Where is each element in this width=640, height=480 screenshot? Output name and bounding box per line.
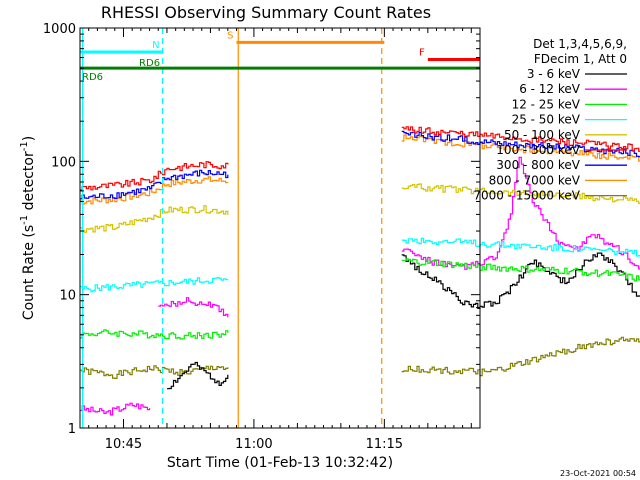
flag-label-f: F (419, 48, 425, 59)
series-25-50-kev-segment (80, 277, 229, 293)
chart-title: RHESSI Observing Summary Count Rates (101, 3, 431, 22)
y-axis: 1 10 100 1000 (43, 22, 480, 437)
series-100-300-kev-segment (80, 161, 229, 191)
series-25-50-kev (80, 237, 640, 293)
series-50-100-kev-segment (401, 183, 640, 204)
flag-layer: N S F RD6 RD6 (80, 30, 480, 83)
legend-label-800-7000-kev: 800 - 7000 keV (489, 173, 581, 187)
legend-label-100-300-kev: 100 - 300 keV (496, 143, 580, 157)
series-6-12-kev (80, 156, 640, 416)
series-12-25-kev-segment (80, 329, 229, 340)
y-axis-label-rest: detector (21, 151, 37, 215)
series-7000-15000-kev (80, 336, 640, 379)
legend: Det 1,3,4,5,6,9, FDecim 1, Att 0 3 - 6 k… (473, 37, 627, 203)
series-6-12-kev-segment (158, 297, 229, 318)
series-3-6-kev-segment (401, 252, 640, 309)
flag-label-rd6: RD6 (82, 72, 103, 83)
series-50-100-kev (80, 183, 640, 233)
series-300-800-kev-segment (401, 130, 640, 158)
x-tick-label-10-45: 10:45 (105, 437, 142, 452)
legend-label-25-50-kev: 25 - 50 keV (512, 113, 581, 127)
series-100-300-kev (80, 126, 640, 191)
legend-label-50-100-kev: 50 - 100 keV (504, 128, 581, 142)
generated-timestamp: 23-Oct-2021 00:54 (560, 469, 636, 478)
series-25-50-kev-segment (401, 237, 640, 257)
series-6-12-kev-segment (80, 402, 151, 416)
legend-label-12-25-kev: 12 - 25 keV (512, 97, 581, 111)
series-3-6-kev (167, 252, 640, 390)
series-100-300-kev-segment (401, 126, 640, 152)
marker-layer (82, 28, 383, 428)
legend-label-300-800-kev: 300 - 800 keV (496, 158, 580, 172)
legend-label-7000-15000-kev: 7000 - 15000 keV (473, 189, 580, 203)
flag-label-s: S (227, 30, 233, 41)
y-axis-label-sup: -1 (19, 215, 30, 225)
series-3-6-kev-segment (167, 361, 229, 390)
series-7000-15000-kev-segment (401, 336, 640, 377)
plot-area-border (79, 27, 481, 429)
series-800-7000-kev-segment (80, 176, 229, 205)
series-50-100-kev-segment (80, 205, 229, 233)
series-300-800-kev-segment (80, 169, 229, 200)
y-tick-label-100: 100 (51, 155, 76, 170)
y-axis-label-close: ) (21, 136, 37, 141)
y-axis-label-main: Count Rate (s (21, 225, 37, 320)
y-axis-label-sup2: -1 (19, 141, 30, 151)
flag-label-rd6-upper: RD6 (139, 58, 160, 69)
series-layer (80, 126, 640, 416)
x-axis-label: Start Time (01-Feb-13 10:32:42) (167, 455, 393, 471)
series-12-25-kev-segment (401, 258, 640, 282)
legend-header-line-2: FDecim 1, Att 0 (534, 52, 627, 66)
x-tick-label-11-15: 11:15 (366, 437, 403, 452)
x-tick-label-11-00: 11:00 (235, 437, 272, 452)
y-tick-label-1: 1 (68, 422, 76, 437)
series-12-25-kev (80, 258, 640, 340)
series-300-800-kev (80, 130, 640, 200)
legend-label-6-12-kev: 6 - 12 keV (519, 82, 581, 96)
x-axis: 10:45 11:00 11:15 (79, 28, 481, 452)
legend-header-line-1: Det 1,3,4,5,6,9, (533, 37, 627, 51)
legend-label-3-6-kev: 3 - 6 keV (527, 67, 581, 81)
y-tick-label-1000: 1000 (43, 22, 76, 37)
y-tick-label-10: 10 (59, 289, 76, 304)
flag-label-n: N (152, 40, 159, 51)
y-axis-label: Count Rate (s-1 detector-1) (19, 136, 37, 320)
series-6-12-kev-segment (401, 156, 640, 270)
